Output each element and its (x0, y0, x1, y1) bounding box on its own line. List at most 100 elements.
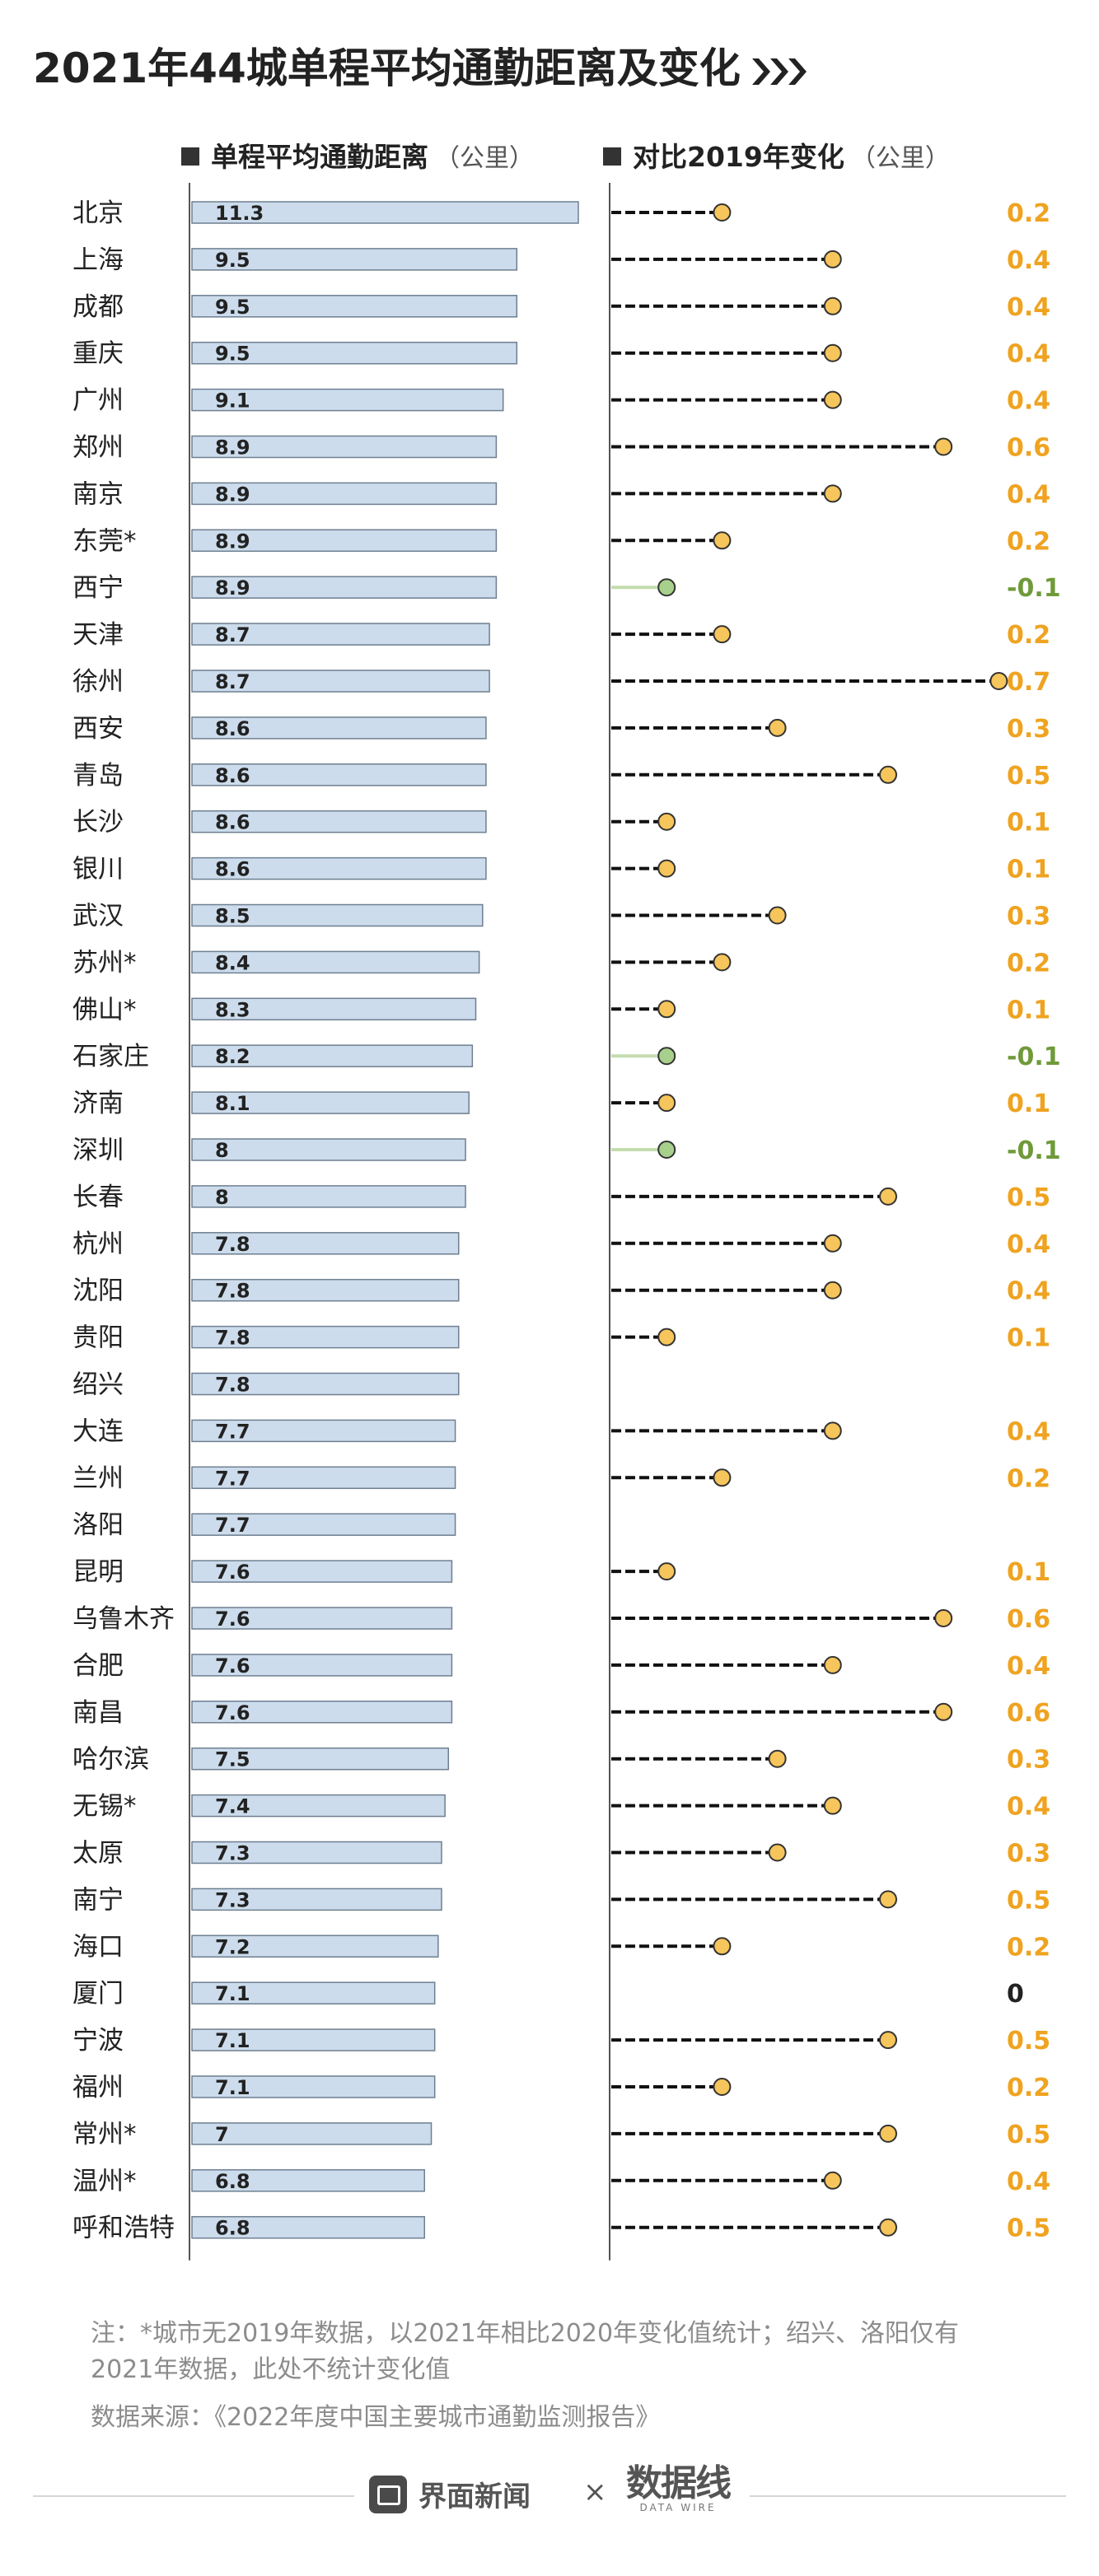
distance-value-label: 7.7 (215, 1420, 250, 1443)
city-label: 呼和浩特 (72, 2214, 175, 2243)
change-value-label: 0.2 (1007, 621, 1050, 650)
distance-value-label: 9.5 (215, 249, 250, 272)
city-label: 天津 (72, 620, 124, 650)
distance-value-label: 7.7 (215, 1467, 250, 1490)
city-label: 杭州 (72, 1230, 124, 1259)
distance-bar (191, 1185, 466, 1208)
change-dot (657, 1047, 676, 1066)
city-label: 西安 (72, 714, 124, 744)
change-value-label: 0.4 (1007, 2168, 1050, 2196)
change-value-label: 0.2 (1007, 199, 1050, 228)
city-label: 洛阳 (72, 1510, 124, 1540)
distance-bar (191, 1654, 453, 1677)
city-label: 哈尔滨 (72, 1745, 149, 1775)
change-dot (713, 2078, 732, 2096)
city-label: 无锡* (72, 1792, 137, 1822)
distance-bar (191, 1841, 442, 1864)
legend-square-icon (603, 147, 621, 166)
change-dot (823, 484, 842, 503)
city-label: 济南 (72, 1089, 124, 1118)
city-label: 佛山* (72, 995, 137, 1024)
change-dot (713, 1937, 732, 1956)
distance-bar (191, 2169, 425, 2192)
change-dot (879, 2031, 897, 2050)
change-dot (879, 2218, 897, 2237)
change-dot (879, 2124, 897, 2143)
change-dot (823, 343, 842, 362)
city-label: 上海 (72, 245, 124, 275)
change-dot (823, 1421, 842, 1440)
city-label: 西宁 (72, 573, 124, 603)
city-label: 厦门 (72, 1979, 124, 2009)
city-label: 广州 (72, 386, 124, 416)
chart-title: 2021年44城单程平均通勤距离及变化 (33, 48, 808, 89)
distance-value-label: 8.7 (215, 670, 250, 693)
city-label: 东莞* (72, 526, 137, 556)
city-label: 太原 (72, 1839, 124, 1869)
change-dot (823, 296, 842, 315)
change-value-label: 0.4 (1007, 1652, 1050, 1681)
change-dot (879, 1187, 897, 1206)
change-value-label: 0.4 (1007, 293, 1050, 322)
change-dot (989, 672, 1008, 690)
change-dot (657, 1328, 676, 1346)
distance-value-label: 8.6 (215, 858, 250, 881)
distance-bar (191, 1325, 460, 1349)
distance-bar (191, 201, 579, 224)
change-dot (823, 250, 842, 268)
distance-value-label: 7.1 (215, 2076, 250, 2099)
change-value-label: 0.3 (1007, 1746, 1050, 1775)
distance-bar (191, 1044, 474, 1067)
change-value-label: 0.2 (1007, 527, 1050, 556)
change-value-label: 0.7 (1007, 668, 1050, 697)
change-value-label: 0.6 (1007, 434, 1050, 463)
distance-value-label: 8.6 (215, 717, 250, 740)
change-value-label: 0 (1007, 1980, 1024, 2009)
change-dot (823, 1655, 842, 1674)
change-value-label: 0.1 (1007, 1558, 1050, 1587)
distance-value-label: 8 (215, 1139, 229, 1162)
distance-value-label: 7.8 (215, 1233, 250, 1256)
distance-value-label: 7.6 (215, 1654, 250, 1678)
change-dot (934, 437, 953, 456)
change-dot (934, 1702, 953, 1721)
datawire-sub: DATA WIRE (639, 2502, 717, 2513)
distance-bar (191, 576, 498, 599)
distance-bar (191, 903, 484, 927)
change-dot (657, 1141, 676, 1159)
legend-change-label: 对比2019年变化 (633, 141, 844, 173)
city-label: 青岛 (72, 761, 124, 791)
distance-bar (191, 1934, 439, 1958)
times-symbol: × (583, 2476, 607, 2508)
distance-value-label: 8.4 (215, 951, 250, 974)
distance-bar (191, 1981, 436, 2004)
distance-bar (191, 529, 498, 553)
footer-divider (33, 2495, 354, 2497)
jiemian-icon (369, 2475, 407, 2513)
distance-value-label: 7.8 (215, 1327, 250, 1350)
change-value-label: 0.4 (1007, 1277, 1050, 1306)
city-label: 兰州 (72, 1463, 124, 1493)
distance-bar (191, 2215, 425, 2239)
triple-chevron-icon (751, 58, 807, 85)
change-dot (823, 1234, 842, 1253)
change-value-label: 0.5 (1007, 2214, 1050, 2243)
note-line-1: 注：*城市无2019年数据，以2021年相比2020年变化值统计；绍兴、洛阳仅有 (91, 2319, 960, 2348)
distance-bar (191, 1232, 460, 1255)
city-label: 深圳 (72, 1136, 124, 1165)
city-label: 银川 (72, 855, 124, 884)
jiemian-logo: 界面新闻 (369, 2474, 531, 2514)
distance-bar (191, 1419, 456, 1443)
change-value-label: 0.4 (1007, 387, 1050, 416)
distance-bar (191, 670, 490, 693)
distance-value-label: 8.9 (215, 436, 250, 460)
change-value-label: 0.1 (1007, 809, 1050, 838)
change-value-label: 0.5 (1007, 2121, 1050, 2149)
distance-bar (191, 1794, 446, 1818)
distance-bar (191, 1466, 456, 1490)
distance-bar (191, 1138, 466, 1161)
datawire-logo: 数据线 DATA WIRE (626, 2466, 732, 2514)
change-dot (713, 953, 732, 972)
distance-value-label: 7.7 (215, 1514, 250, 1537)
change-value-label: 0.3 (1007, 1840, 1050, 1869)
